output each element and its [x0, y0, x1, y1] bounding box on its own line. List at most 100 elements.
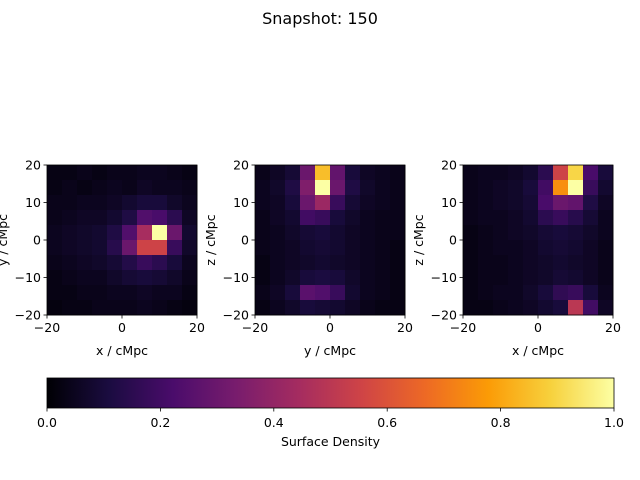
- heatmap-cell: [478, 285, 494, 301]
- heatmap-cell: [568, 180, 584, 196]
- heatmap-cell: [598, 225, 614, 241]
- heatmap-cell: [315, 195, 331, 211]
- heatmap-cell: [255, 255, 271, 271]
- y-axis-label: y / cMpc: [0, 214, 10, 266]
- heatmap-cell: [508, 300, 524, 316]
- heatmap-cell: [583, 195, 599, 211]
- heatmap-cell: [553, 300, 569, 316]
- x-axis-label: x / cMpc: [512, 343, 564, 358]
- heatmap-cell: [538, 165, 554, 181]
- heatmap-cell: [583, 300, 599, 316]
- heatmap-cell: [182, 165, 198, 181]
- heatmap-cell: [167, 255, 183, 271]
- heatmap-cell: [92, 285, 108, 301]
- y-tick-label: 20: [233, 158, 249, 173]
- x-tick-label: −20: [242, 320, 268, 335]
- heatmap-cell: [478, 255, 494, 271]
- heatmap-cell: [152, 165, 168, 181]
- heatmap-cell: [598, 210, 614, 226]
- heatmap-cell: [360, 210, 376, 226]
- heatmap-cell: [345, 285, 361, 301]
- heatmap-cell: [345, 300, 361, 316]
- heatmap-cell: [523, 300, 539, 316]
- heatmap-cell: [553, 165, 569, 181]
- heatmap-cell: [285, 195, 301, 211]
- x-tick-label: 20: [397, 320, 413, 335]
- heatmap-cell: [300, 180, 316, 196]
- heatmap-panel-2: −20 0 20 −20 −10 0 10 20 y / cMpc z / cMpc: [203, 158, 413, 359]
- y-tick-label: −20: [431, 308, 457, 323]
- heatmap-cell: [167, 225, 183, 241]
- heatmap-cell: [390, 165, 406, 181]
- heatmap-cell: [137, 285, 153, 301]
- heatmap-cell: [375, 255, 391, 271]
- heatmap-cell: [330, 300, 346, 316]
- heatmap-cell: [92, 225, 108, 241]
- heatmap-cell: [598, 180, 614, 196]
- heatmap-cell: [508, 255, 524, 271]
- heatmap-cell: [255, 300, 271, 316]
- heatmap-cell: [538, 180, 554, 196]
- heatmap-cell: [77, 240, 93, 256]
- heatmap-cell: [137, 225, 153, 241]
- heatmap-cell: [285, 255, 301, 271]
- heatmap-cell: [375, 165, 391, 181]
- x-tick-label: 0: [534, 320, 542, 335]
- heatmap-cell: [553, 270, 569, 286]
- heatmap-cell: [568, 255, 584, 271]
- heatmap-panel-3: −20 0 20 −20 −10 0 10 20 x / cMpc z / cMpc: [411, 158, 621, 359]
- heatmap-cell: [152, 270, 168, 286]
- heatmap-cell: [300, 240, 316, 256]
- heatmap-cell: [345, 255, 361, 271]
- heatmap-cell: [77, 300, 93, 316]
- heatmap-cell: [568, 300, 584, 316]
- heatmap-cell: [92, 210, 108, 226]
- heatmap-cell: [107, 270, 123, 286]
- heatmap-cell: [285, 210, 301, 226]
- heatmap-cell: [270, 225, 286, 241]
- heatmap-cell: [345, 210, 361, 226]
- heatmap-cell: [152, 255, 168, 271]
- heatmap-cell: [152, 180, 168, 196]
- colorbar-label: Surface Density: [281, 434, 381, 449]
- heatmap-cell: [390, 225, 406, 241]
- y-tick-label: 10: [25, 195, 41, 210]
- heatmap-cell: [92, 300, 108, 316]
- heatmap-cell: [62, 195, 78, 211]
- heatmap-cell: [285, 225, 301, 241]
- heatmap-cell: [47, 240, 63, 256]
- heatmap-cell: [92, 165, 108, 181]
- heatmap-cell: [62, 210, 78, 226]
- heatmap-cell: [107, 165, 123, 181]
- heatmap-cell: [47, 180, 63, 196]
- heatmap-cell: [285, 300, 301, 316]
- heatmap-cell: [62, 255, 78, 271]
- heatmap-cell: [77, 165, 93, 181]
- y-tick-label: 20: [25, 158, 41, 173]
- heatmap-cell: [182, 210, 198, 226]
- heatmap-cell: [375, 180, 391, 196]
- heatmap-cell: [137, 300, 153, 316]
- heatmap-cell: [107, 240, 123, 256]
- heatmap-cell: [152, 285, 168, 301]
- heatmap-cell: [255, 195, 271, 211]
- heatmap-cell: [107, 285, 123, 301]
- heatmap-cell: [62, 180, 78, 196]
- heatmap-cell: [255, 285, 271, 301]
- y-tick-label: 0: [33, 233, 41, 248]
- heatmap-cell: [167, 285, 183, 301]
- heatmap-cell: [478, 300, 494, 316]
- heatmap-cell: [285, 180, 301, 196]
- heatmap-cell: [47, 300, 63, 316]
- heatmap-cell: [182, 240, 198, 256]
- heatmap-cell: [478, 165, 494, 181]
- heatmap-cell: [270, 270, 286, 286]
- heatmap-cell: [122, 165, 138, 181]
- heatmap-cell: [508, 285, 524, 301]
- heatmap-cell: [77, 285, 93, 301]
- heatmap-cell: [463, 165, 479, 181]
- heatmap-cell: [583, 225, 599, 241]
- heatmap-cell: [493, 255, 509, 271]
- heatmap-cell: [330, 285, 346, 301]
- heatmap-cell: [390, 180, 406, 196]
